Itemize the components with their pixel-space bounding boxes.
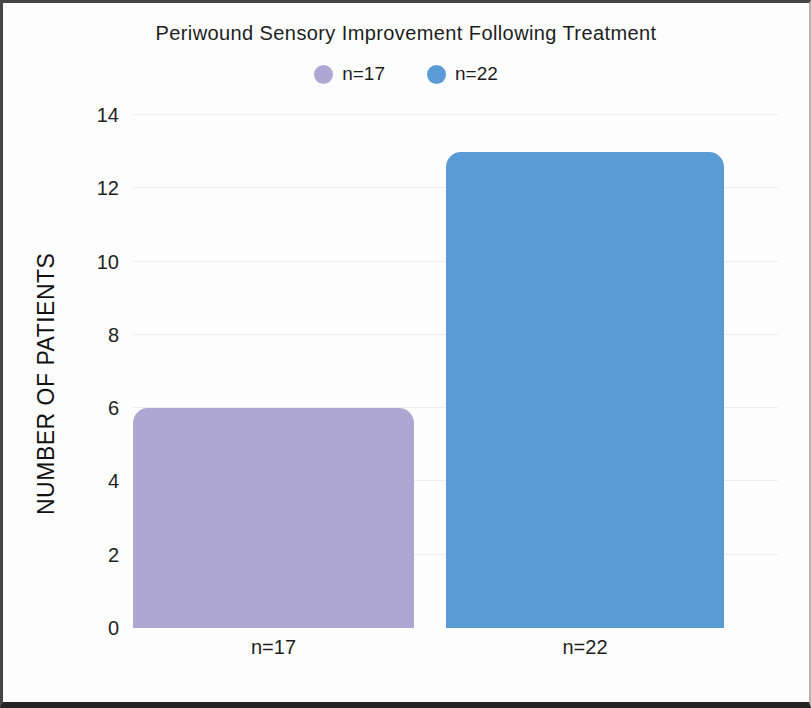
legend-item: n=22 (427, 63, 498, 85)
y-tick-label: 4 (3, 468, 119, 494)
legend-item: n=17 (314, 63, 385, 85)
x-tick-label: n=22 (505, 636, 665, 659)
y-tick-label: 6 (3, 395, 119, 421)
y-tick-label: 8 (3, 322, 119, 348)
chart-frame: Periwound Sensory Improvement Following … (0, 0, 811, 708)
gridline (133, 114, 778, 115)
y-tick-label: 0 (3, 615, 119, 641)
x-tick-label: n=17 (194, 636, 354, 659)
bar (446, 152, 724, 628)
bar (133, 408, 414, 628)
legend-dot-icon (314, 65, 333, 84)
legend: n=17 n=22 (3, 63, 809, 85)
legend-label: n=17 (342, 63, 385, 85)
legend-dot-icon (427, 65, 446, 84)
y-tick-label: 2 (3, 542, 119, 568)
plot-area (133, 115, 778, 628)
y-tick-label: 10 (3, 249, 119, 275)
chart-title: Periwound Sensory Improvement Following … (3, 22, 809, 45)
y-tick-label: 12 (3, 175, 119, 201)
legend-label: n=22 (455, 63, 498, 85)
y-tick-label: 14 (3, 102, 119, 128)
